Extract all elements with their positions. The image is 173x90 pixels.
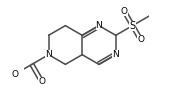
Text: O: O: [121, 7, 128, 16]
Text: O: O: [12, 70, 19, 79]
Text: N: N: [45, 50, 52, 59]
Text: S: S: [129, 21, 136, 31]
Text: N: N: [112, 50, 119, 59]
Text: O: O: [38, 77, 45, 86]
Text: N: N: [96, 21, 102, 30]
Text: O: O: [137, 35, 144, 44]
